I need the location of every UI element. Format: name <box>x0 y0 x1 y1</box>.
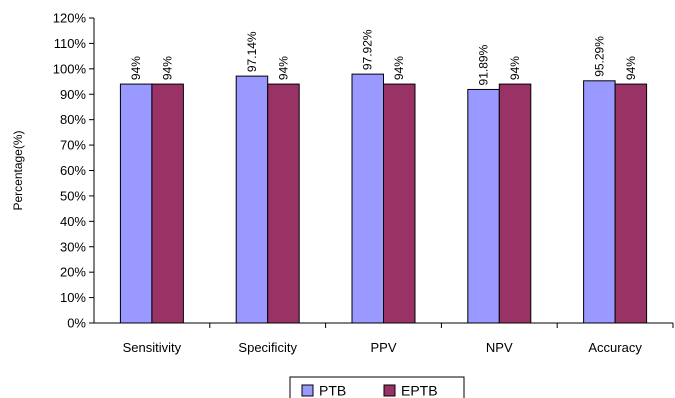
y-tick-label: 10% <box>60 290 86 305</box>
data-label: 95.29% <box>592 36 606 77</box>
y-tick-label: 0% <box>67 316 86 331</box>
data-label: 94% <box>129 56 143 80</box>
y-axis-title: Percentage(%) <box>11 130 25 210</box>
y-tick-label: 20% <box>60 265 86 280</box>
bar-eptb-accuracy <box>614 83 648 324</box>
data-label: 94% <box>276 56 290 80</box>
bars <box>119 73 648 324</box>
bar-eptb-specificity <box>267 83 300 324</box>
legend-swatch-ptb <box>301 384 314 397</box>
data-label: 94% <box>624 56 638 80</box>
y-tick-label: 100% <box>53 61 87 76</box>
bar-ptb-specificity <box>235 75 269 324</box>
y-tick-label: 110% <box>54 36 87 51</box>
y-tick-label: 60% <box>60 163 86 178</box>
y-tick-label: 90% <box>60 87 86 102</box>
x-tick-label: NPV <box>486 340 513 355</box>
legend-label-ptb: PTB <box>319 383 346 398</box>
y-tick-label: 120% <box>53 11 87 26</box>
bar-eptb-ppv <box>383 83 416 324</box>
bar-ptb-accuracy <box>583 80 616 324</box>
data-label: 97.92% <box>361 29 375 70</box>
y-tick-label: 50% <box>60 188 86 203</box>
x-axis-labels: Sensitivity Specificity PPV NPV Accuracy <box>123 323 674 355</box>
legend-box <box>289 376 465 398</box>
bar-eptb-sensitivity <box>151 83 184 324</box>
y-tick-label: 40% <box>60 214 86 229</box>
legend-label-eptb: EPTB <box>401 383 438 398</box>
data-label: 94% <box>392 56 406 80</box>
bar-ptb-ppv <box>351 73 385 324</box>
y-axis-ticks: 0% 10% 20% 30% 40% 50% 60% 70% 80% 90% 100% 110% 120… <box>53 11 94 331</box>
bar-ptb-npv <box>467 88 500 324</box>
bar-ptb-sensitivity <box>119 83 153 324</box>
y-tick-label: 70% <box>60 138 86 153</box>
legend-swatch-eptb <box>383 384 396 397</box>
y-tick-label: 30% <box>60 239 86 254</box>
x-tick-label: Accuracy <box>588 340 642 355</box>
bar-eptb-npv <box>498 83 532 324</box>
legend: PTB EPTB <box>289 376 465 398</box>
data-label: 91.89% <box>477 44 491 85</box>
data-label: 94% <box>508 56 522 80</box>
data-labels: 94% 94% 97.14% 94% 97.92% 94% 91.89% 94% 95.29% 9… <box>129 29 638 85</box>
x-tick-label: Specificity <box>238 340 297 355</box>
data-label: 97.14% <box>245 31 259 72</box>
x-tick-label: PPV <box>370 340 396 355</box>
y-tick-label: 80% <box>60 112 86 127</box>
x-tick-label: Sensitivity <box>123 340 182 355</box>
data-label: 94% <box>161 56 175 80</box>
